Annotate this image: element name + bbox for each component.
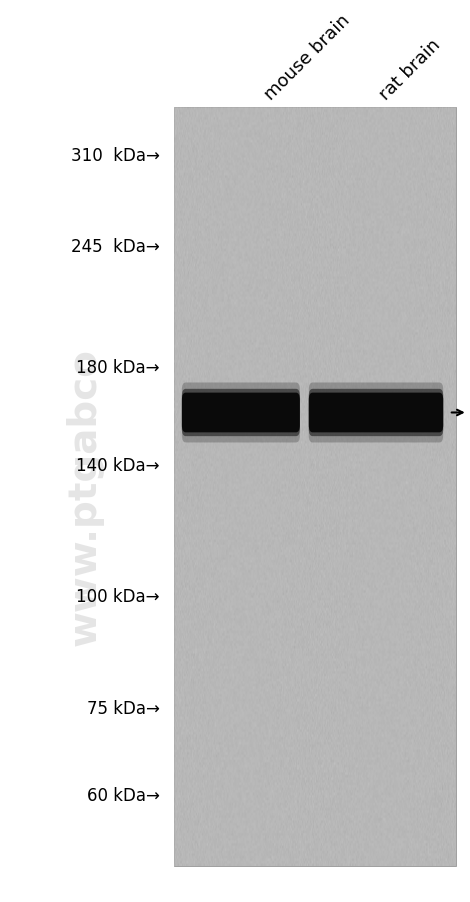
Text: 245  kDa→: 245 kDa→ bbox=[71, 238, 160, 256]
Text: 100 kDa→: 100 kDa→ bbox=[76, 587, 160, 605]
Text: 180 kDa→: 180 kDa→ bbox=[76, 358, 160, 376]
FancyBboxPatch shape bbox=[174, 108, 456, 866]
FancyBboxPatch shape bbox=[309, 383, 443, 443]
Text: 310  kDa→: 310 kDa→ bbox=[71, 146, 160, 164]
Text: 140 kDa→: 140 kDa→ bbox=[76, 456, 160, 474]
Text: 75 kDa→: 75 kDa→ bbox=[87, 699, 160, 717]
FancyBboxPatch shape bbox=[182, 393, 300, 433]
Text: mouse brain: mouse brain bbox=[261, 12, 353, 104]
FancyBboxPatch shape bbox=[182, 390, 300, 437]
Text: rat brain: rat brain bbox=[376, 36, 444, 104]
FancyBboxPatch shape bbox=[309, 393, 443, 433]
FancyBboxPatch shape bbox=[309, 390, 443, 437]
Text: www.ptgabco: www.ptgabco bbox=[66, 347, 103, 645]
FancyBboxPatch shape bbox=[182, 383, 300, 443]
Text: 60 kDa→: 60 kDa→ bbox=[87, 786, 160, 804]
